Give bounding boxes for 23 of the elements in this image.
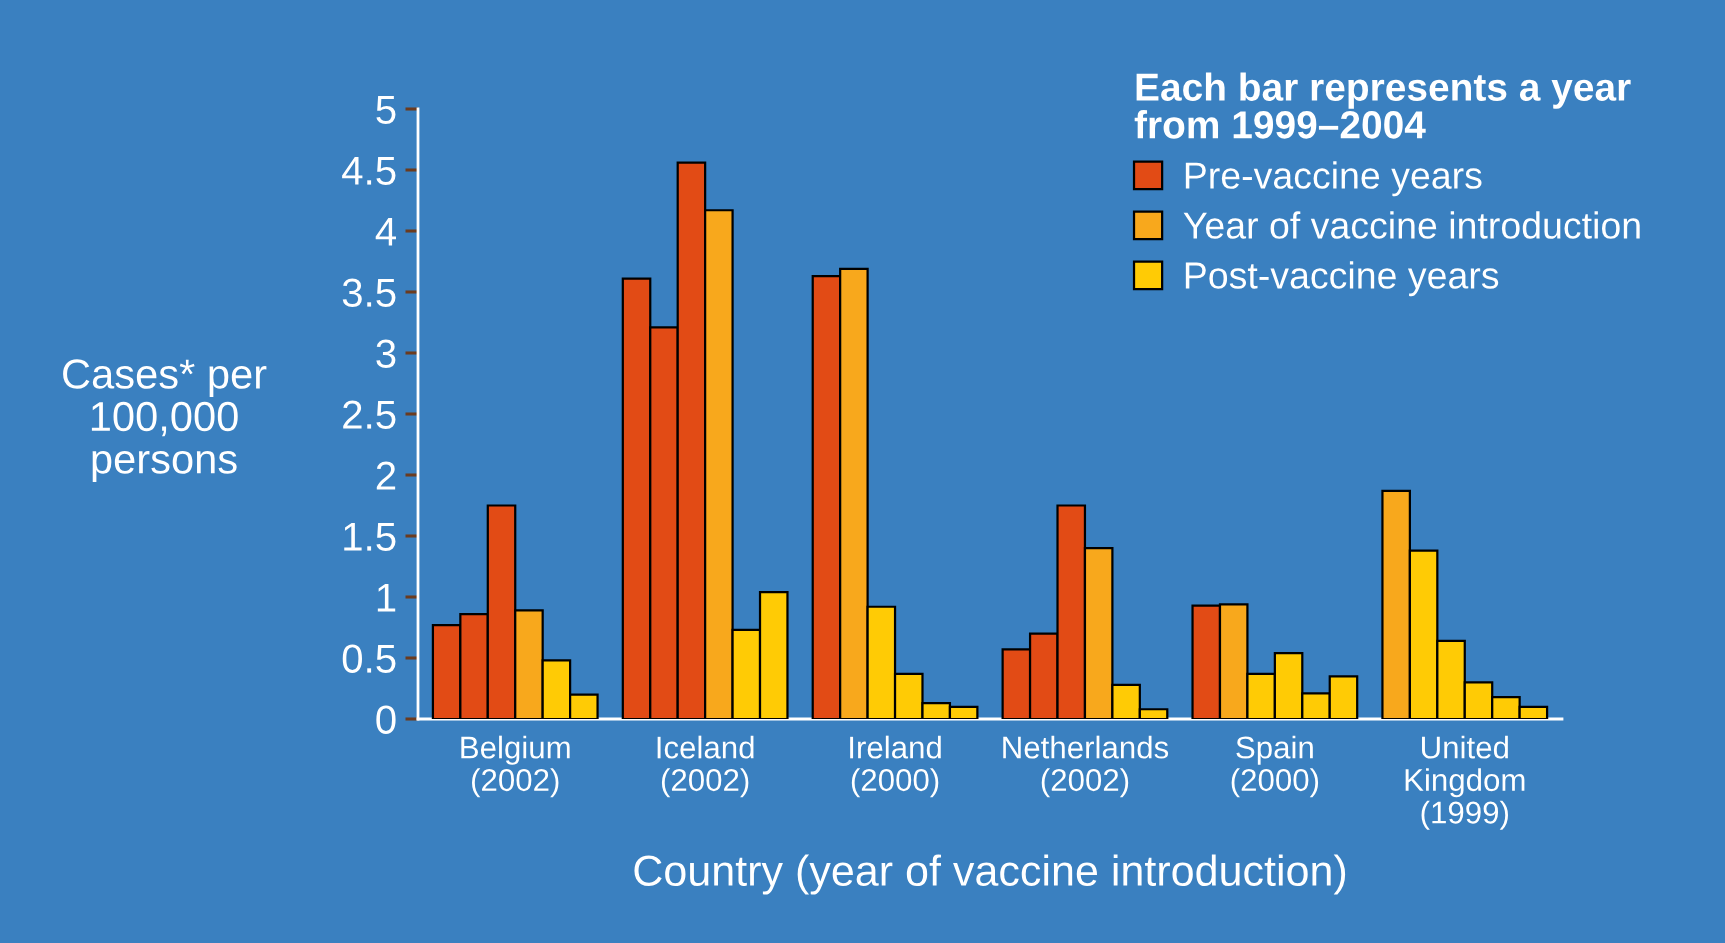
y-tick-label: 2 — [376, 461, 396, 490]
y-tick-label: 1 — [377, 583, 396, 612]
y-tick-label: 2.5 — [343, 400, 396, 429]
y-tick-label: 1.5 — [344, 522, 396, 551]
legend-label: Post-vaccine years — [1185, 261, 1499, 297]
x-tick-label: Netherlands (2002) — [1003, 735, 1169, 798]
x-axis-title: Country (year of vaccine introduction) — [634, 854, 1346, 895]
y-tick-label: 3 — [376, 339, 396, 368]
y-tick-label: 4 — [375, 217, 396, 246]
y-tick-label: 5 — [376, 95, 396, 124]
x-tick-label: Ireland (2000) — [850, 735, 941, 798]
x-tick-label: Belgium (2002) — [461, 735, 570, 798]
y-tick-label: 4.5 — [342, 156, 396, 185]
x-tick-label: Spain (2000) — [1231, 735, 1319, 798]
x-tick-label: Iceland (2002) — [657, 735, 754, 798]
y-axis-title: Cases* per 100,000 persons — [63, 359, 267, 482]
y-tick-label: 0 — [376, 705, 396, 734]
x-tick-label: United Kingdom (1999) — [1405, 735, 1525, 830]
y-tick-label: 0.5 — [342, 644, 396, 673]
legend-title: Each bar represents a year from 1999–2004 — [1134, 72, 1631, 139]
legend-label: Year of vaccine introduction — [1183, 211, 1640, 239]
legend-label: Pre-vaccine years — [1185, 161, 1482, 197]
y-tick-label: 3.5 — [342, 278, 396, 307]
